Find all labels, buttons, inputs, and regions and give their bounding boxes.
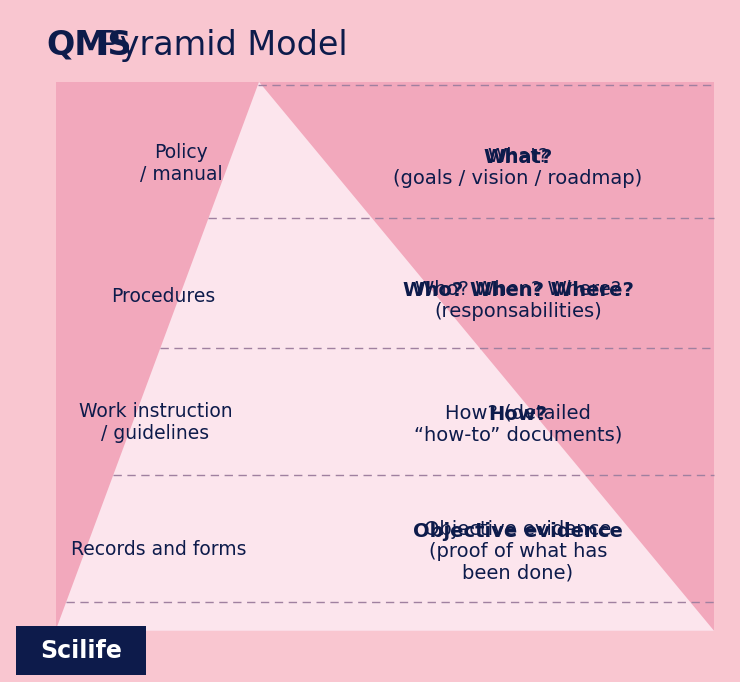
Text: How?: How? bbox=[488, 405, 548, 424]
FancyBboxPatch shape bbox=[56, 82, 714, 631]
Text: Objective evidence: Objective evidence bbox=[413, 522, 623, 542]
Text: Who? When? Where?
(responsabilities): Who? When? Where? (responsabilities) bbox=[415, 280, 621, 321]
Text: Objective evidence
(proof of what has
been done): Objective evidence (proof of what has be… bbox=[424, 520, 612, 582]
Text: How? (detailed
“how-to” documents): How? (detailed “how-to” documents) bbox=[414, 404, 622, 445]
Text: Records and forms: Records and forms bbox=[71, 539, 247, 559]
Text: Who? When? Where?: Who? When? Where? bbox=[403, 281, 633, 300]
Text: Pyramid Model: Pyramid Model bbox=[89, 29, 347, 61]
Polygon shape bbox=[56, 82, 714, 631]
Text: Procedures: Procedures bbox=[111, 287, 215, 306]
Text: Scilife: Scilife bbox=[40, 638, 122, 663]
Text: Policy
/ manual: Policy / manual bbox=[140, 143, 223, 184]
Text: What?: What? bbox=[483, 148, 553, 167]
Text: Work instruction
/ guidelines: Work instruction / guidelines bbox=[78, 402, 232, 443]
Text: QMS: QMS bbox=[46, 29, 132, 61]
FancyBboxPatch shape bbox=[16, 626, 146, 675]
Text: What?
(goals / vision / roadmap): What? (goals / vision / roadmap) bbox=[394, 147, 642, 188]
